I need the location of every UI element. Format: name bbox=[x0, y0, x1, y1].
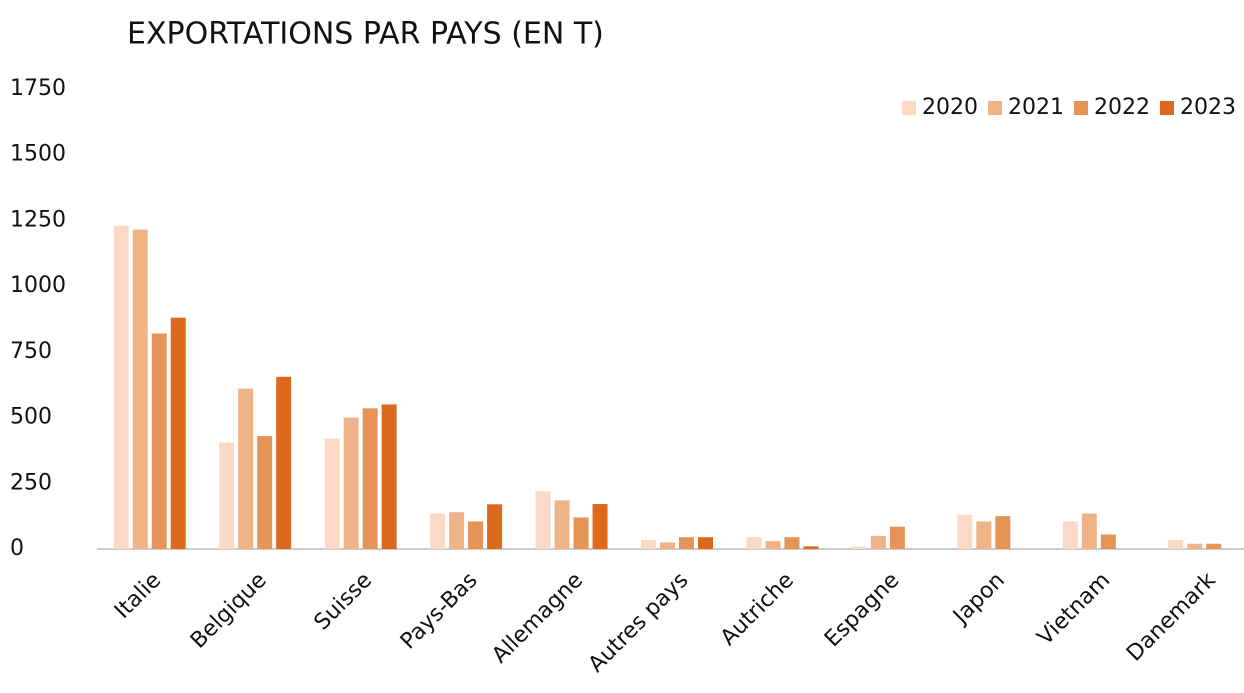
y-tick-label: 250 bbox=[10, 470, 52, 495]
x-tick-label: Suisse bbox=[310, 568, 378, 636]
x-tick-label: Belgique bbox=[186, 568, 272, 654]
x-tick-label: Autres pays bbox=[584, 568, 694, 678]
chart-title: EXPORTATIONS PAR PAYS (EN T) bbox=[127, 17, 604, 52]
legend-swatch bbox=[1160, 101, 1174, 115]
y-tick-label: 500 bbox=[10, 405, 52, 430]
bar bbox=[1081, 513, 1097, 549]
bar bbox=[1206, 543, 1222, 549]
x-tick-label: Pays-Bas bbox=[396, 568, 483, 655]
bar bbox=[698, 537, 713, 549]
bar bbox=[784, 537, 800, 549]
bar bbox=[487, 504, 503, 549]
x-tick-label: Danemark bbox=[1122, 568, 1221, 667]
bar bbox=[641, 539, 656, 549]
bar bbox=[132, 229, 148, 549]
bar bbox=[113, 225, 129, 549]
bar bbox=[976, 521, 992, 549]
bar bbox=[257, 435, 273, 549]
bar bbox=[554, 500, 570, 549]
legend-label: 2023 bbox=[1180, 95, 1236, 120]
legend-label: 2022 bbox=[1094, 95, 1150, 120]
legend-label: 2020 bbox=[922, 95, 978, 120]
bar bbox=[803, 546, 819, 549]
y-tick-label: 1750 bbox=[10, 76, 66, 101]
bar bbox=[535, 491, 551, 549]
bar bbox=[362, 408, 378, 549]
bar bbox=[1062, 521, 1078, 549]
bar bbox=[276, 376, 292, 549]
bar bbox=[468, 521, 484, 549]
bar bbox=[219, 442, 235, 549]
bar bbox=[679, 537, 694, 549]
y-tick-label: 1500 bbox=[10, 142, 66, 167]
legend-swatch bbox=[988, 101, 1002, 115]
legend-swatch bbox=[902, 101, 916, 115]
y-tick-label: 1250 bbox=[10, 207, 66, 232]
bar bbox=[238, 388, 254, 549]
bar bbox=[746, 537, 762, 549]
x-tick-label: Autriche bbox=[716, 568, 799, 651]
bar bbox=[765, 541, 781, 549]
bar bbox=[957, 514, 973, 549]
legend-label: 2021 bbox=[1008, 95, 1064, 120]
bar bbox=[592, 504, 608, 549]
x-tick-label: Espagne bbox=[820, 568, 904, 652]
bar bbox=[573, 517, 589, 549]
bar bbox=[1100, 534, 1116, 549]
bar bbox=[324, 438, 340, 549]
bar bbox=[151, 333, 167, 549]
bar bbox=[870, 535, 886, 549]
bar bbox=[995, 516, 1011, 549]
y-tick-label: 750 bbox=[10, 339, 52, 364]
bar bbox=[1187, 543, 1203, 549]
bar bbox=[660, 542, 675, 549]
x-tick-label: Japon bbox=[947, 568, 1009, 630]
y-tick-label: 1000 bbox=[10, 273, 66, 298]
bar bbox=[430, 513, 446, 549]
x-tick-label: Vietnam bbox=[1033, 568, 1116, 651]
bar bbox=[381, 404, 397, 549]
x-tick-label: Allemagne bbox=[488, 568, 589, 669]
bar bbox=[1168, 539, 1184, 549]
legend-swatch bbox=[1074, 101, 1088, 115]
y-tick-label: 0 bbox=[10, 536, 24, 561]
bar bbox=[170, 317, 186, 549]
bar bbox=[343, 417, 359, 549]
bar bbox=[851, 546, 867, 549]
bar bbox=[889, 526, 905, 549]
bar bbox=[449, 512, 465, 549]
x-tick-label: Italie bbox=[110, 568, 166, 624]
